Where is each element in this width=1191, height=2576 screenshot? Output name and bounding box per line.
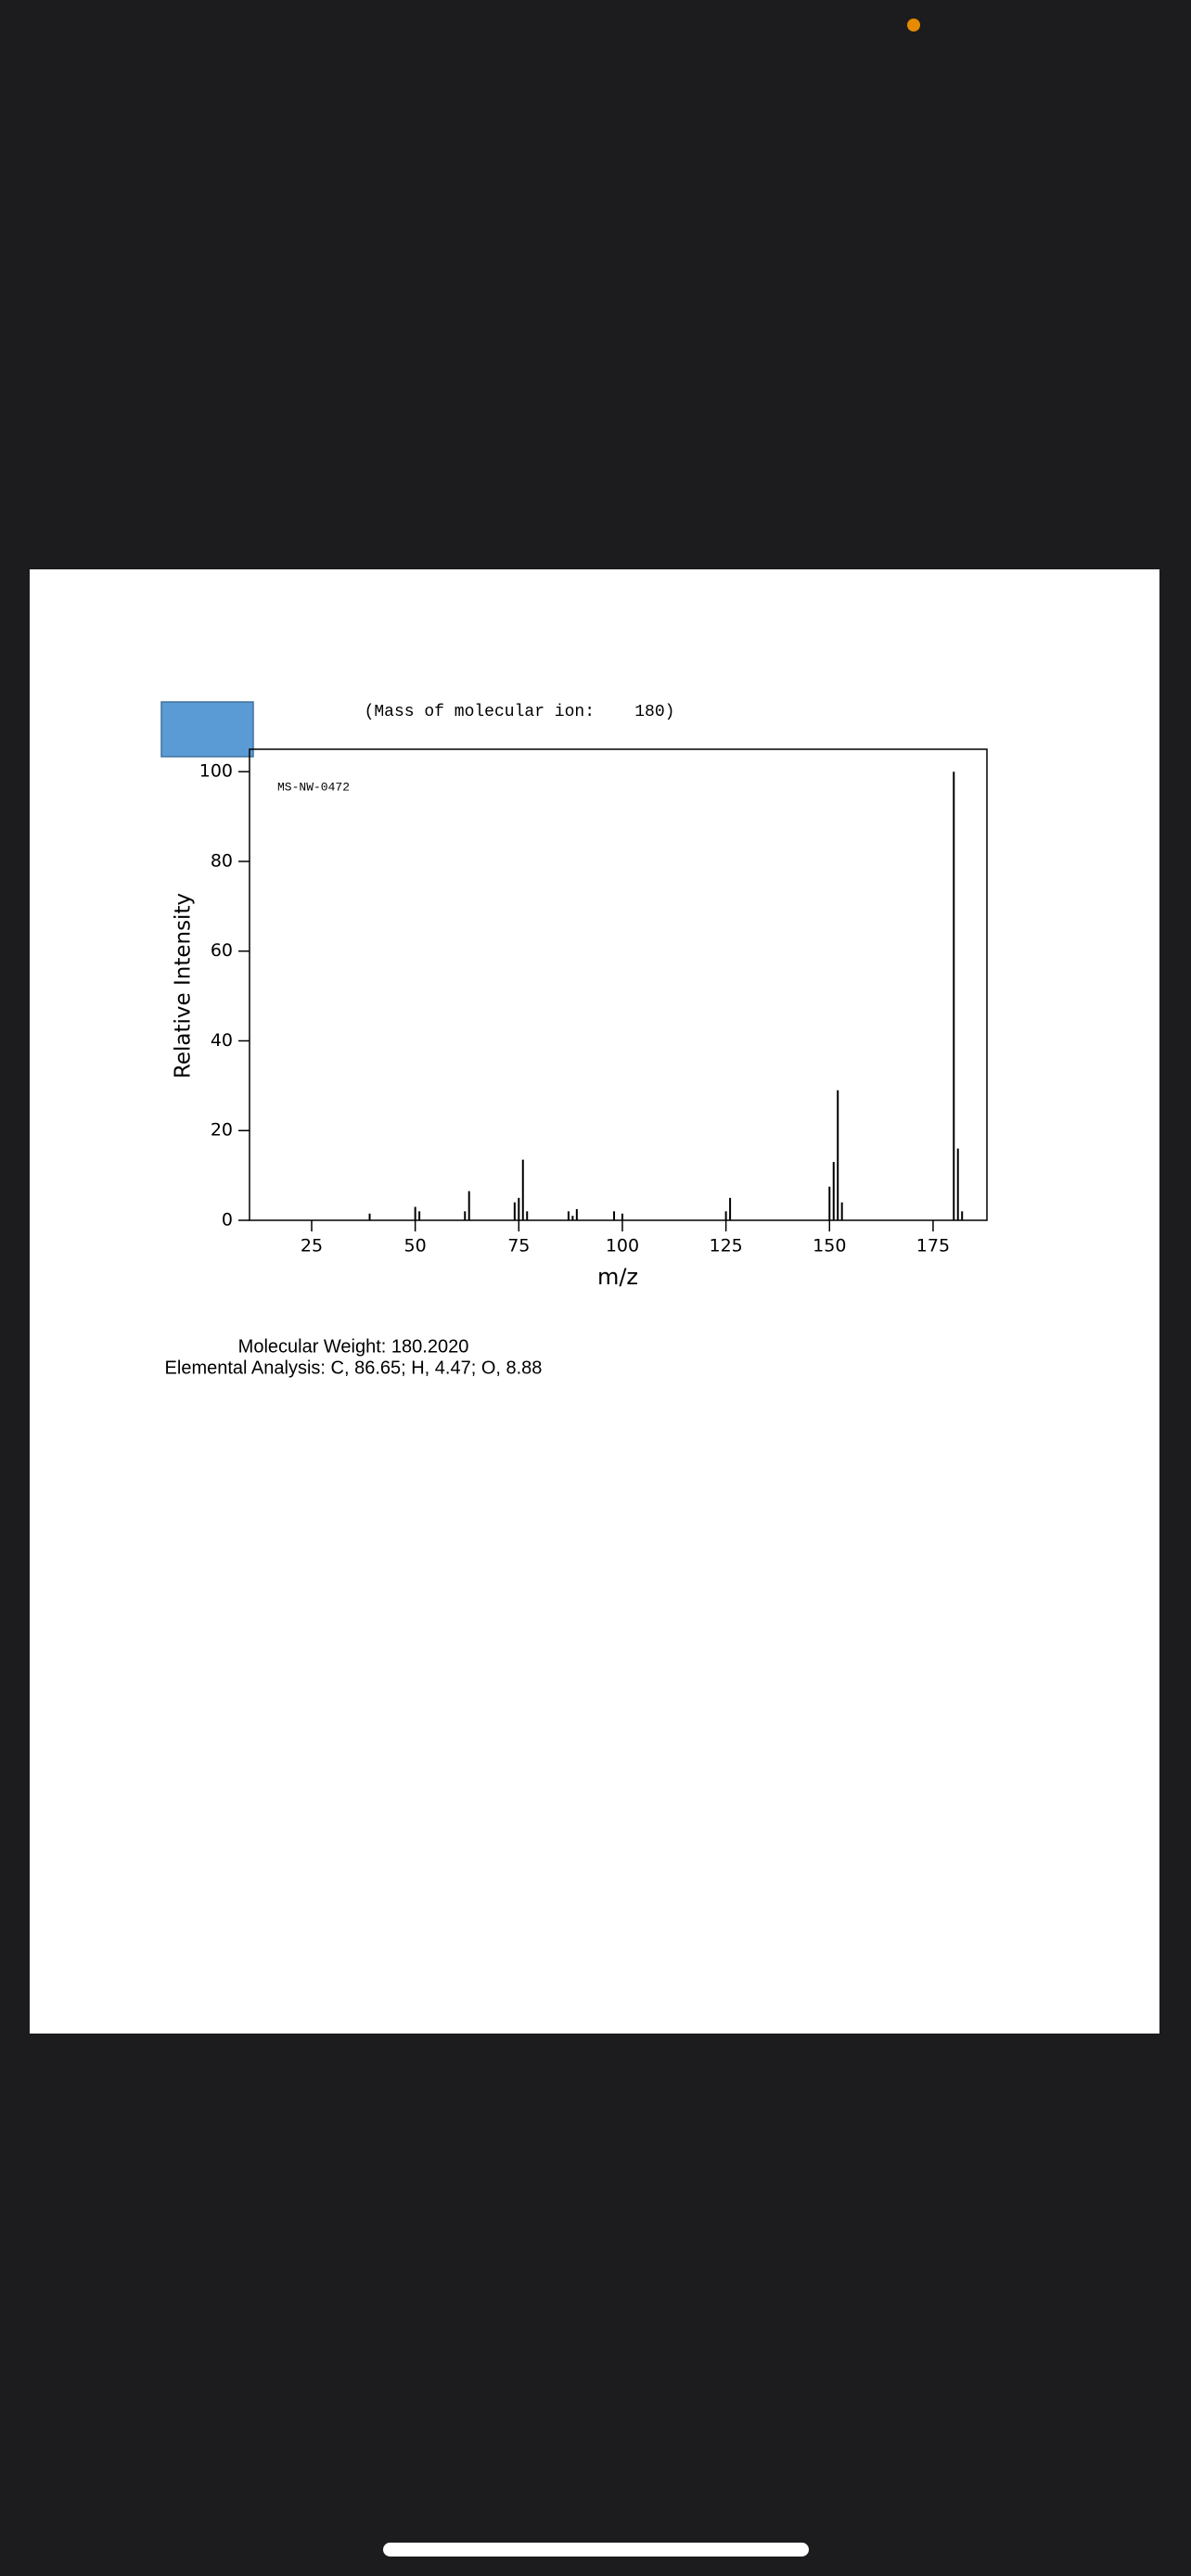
document-page	[30, 569, 1159, 2034]
y-tick-label: 100	[199, 761, 233, 782]
x-tick-label: 50	[404, 1236, 427, 1256]
chart-title: (Mass of molecular ion: 180)	[365, 703, 675, 721]
y-tick-label: 20	[211, 1120, 233, 1141]
x-tick-label: 100	[606, 1236, 639, 1256]
x-tick-label: 125	[709, 1236, 742, 1256]
y-tick-label: 0	[222, 1210, 233, 1231]
x-tick-label: 25	[301, 1236, 323, 1256]
plot-frame	[249, 748, 988, 1221]
y-tick-label: 80	[211, 850, 233, 871]
x-tick-label: 75	[507, 1236, 530, 1256]
blue-box	[160, 701, 254, 758]
molecular-weight: Molecular Weight: 180.2020	[238, 1336, 469, 1357]
x-tick-label: 175	[916, 1236, 950, 1256]
x-tick-label: 150	[813, 1236, 846, 1256]
status-indicator	[907, 19, 920, 32]
y-axis-label: Relative Intensity	[172, 893, 196, 1078]
y-tick-label: 60	[211, 940, 233, 961]
y-tick-label: 40	[211, 1030, 233, 1051]
x-axis-label: m/z	[597, 1264, 638, 1290]
elemental-analysis: Elemental Analysis: C, 86.65; H, 4.47; O…	[165, 1358, 543, 1378]
annotation: MS-NW-0472	[277, 780, 350, 794]
home-indicator	[383, 2543, 809, 2557]
